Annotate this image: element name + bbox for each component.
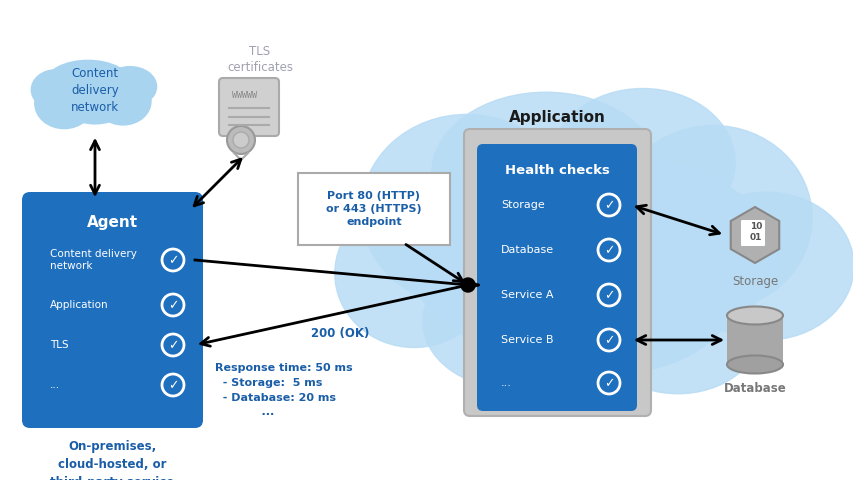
Ellipse shape <box>103 67 156 107</box>
Ellipse shape <box>334 200 493 348</box>
FancyBboxPatch shape <box>463 129 650 416</box>
Text: Response time: 50 ms
  - Storage:  5 ms
  - Database: 20 ms
            ...: Response time: 50 ms - Storage: 5 ms - D… <box>215 363 352 418</box>
Ellipse shape <box>46 60 130 105</box>
Text: On-premises,
cloud-hosted, or
third-party service: On-premises, cloud-hosted, or third-part… <box>50 440 174 480</box>
Ellipse shape <box>361 114 572 307</box>
Text: Storage: Storage <box>731 275 777 288</box>
Text: Application: Application <box>508 110 606 125</box>
Ellipse shape <box>431 92 659 255</box>
Polygon shape <box>730 207 778 263</box>
Text: ✓: ✓ <box>603 335 613 348</box>
Text: Health checks: Health checks <box>504 164 609 177</box>
Text: ✓: ✓ <box>167 254 178 267</box>
Circle shape <box>233 132 249 148</box>
Ellipse shape <box>726 307 782 324</box>
Ellipse shape <box>32 70 80 110</box>
Ellipse shape <box>35 78 94 129</box>
Text: TLS
certificates: TLS certificates <box>227 45 293 74</box>
Ellipse shape <box>403 153 776 357</box>
Text: TLS: TLS <box>50 340 68 350</box>
Ellipse shape <box>549 88 734 237</box>
Text: ✓: ✓ <box>167 380 178 393</box>
Ellipse shape <box>95 78 151 125</box>
Text: Port 80 (HTTP)
or 443 (HTTPS)
endpoint: Port 80 (HTTP) or 443 (HTTPS) endpoint <box>326 191 421 227</box>
Ellipse shape <box>677 192 853 340</box>
Text: ✓: ✓ <box>603 200 613 213</box>
FancyBboxPatch shape <box>22 192 203 428</box>
Text: Database: Database <box>501 245 554 255</box>
Text: ✓: ✓ <box>603 377 613 391</box>
Text: Database: Database <box>722 382 786 395</box>
Text: Agent: Agent <box>87 215 138 229</box>
Ellipse shape <box>56 66 133 124</box>
Text: ✓: ✓ <box>603 244 613 257</box>
Circle shape <box>227 126 255 154</box>
Ellipse shape <box>594 264 761 394</box>
Text: Service A: Service A <box>501 290 553 300</box>
FancyBboxPatch shape <box>740 220 764 246</box>
FancyBboxPatch shape <box>477 144 636 411</box>
Text: Content
delivery
network: Content delivery network <box>71 67 119 113</box>
FancyBboxPatch shape <box>218 78 279 136</box>
Circle shape <box>461 278 474 292</box>
Text: Storage: Storage <box>501 200 544 210</box>
Text: ✓: ✓ <box>167 339 178 352</box>
Text: WWWWW: WWWWW <box>232 91 258 99</box>
Text: Content delivery
network: Content delivery network <box>50 249 136 271</box>
Text: ✓: ✓ <box>167 300 178 312</box>
Text: ...: ... <box>501 378 511 388</box>
Ellipse shape <box>446 222 732 377</box>
FancyBboxPatch shape <box>298 173 450 245</box>
Text: ...: ... <box>50 380 60 390</box>
Text: Service B: Service B <box>501 335 553 345</box>
Text: ✓: ✓ <box>603 289 613 302</box>
Ellipse shape <box>613 125 811 311</box>
Ellipse shape <box>422 255 598 388</box>
Text: Application: Application <box>50 300 108 310</box>
Text: 10
01: 10 01 <box>749 222 761 242</box>
Ellipse shape <box>726 356 782 373</box>
FancyBboxPatch shape <box>726 315 782 364</box>
Text: 200 (OK): 200 (OK) <box>310 326 368 339</box>
